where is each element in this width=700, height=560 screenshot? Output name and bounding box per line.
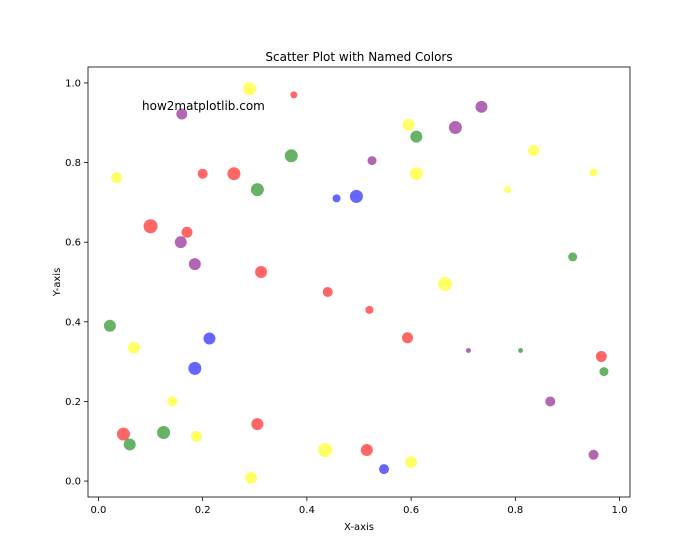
scatter-point-blue — [379, 464, 390, 475]
y-tick-label: 0.4 — [65, 317, 81, 328]
scatter-point-blue — [332, 194, 341, 203]
scatter-point-yellow — [167, 396, 178, 407]
scatter-point-purple — [174, 236, 187, 249]
scatter-point-purple — [448, 121, 462, 135]
x-tick-label: 0.6 — [403, 505, 419, 516]
watermark-annotation: how2matplotlib.com — [142, 99, 265, 113]
scatter-point-red — [360, 444, 373, 457]
scatter-point-green — [518, 347, 524, 353]
scatter-point-red — [401, 332, 413, 344]
scatter-point-purple — [188, 258, 201, 271]
y-tick-label: 1.0 — [65, 78, 81, 89]
scatter-point-green — [410, 130, 423, 143]
scatter-point-red — [181, 226, 193, 238]
scatter-point-yellow — [318, 443, 333, 458]
scatter-point-yellow — [190, 430, 202, 442]
y-tick-label: 0.0 — [65, 477, 81, 488]
y-tick-label: 0.6 — [65, 238, 81, 249]
scatter-point-red — [322, 286, 333, 297]
scatter-point-green — [103, 319, 116, 332]
y-axis-ticks: 0.0 0.2 0.4 0.6 0.8 1.0 — [65, 78, 88, 488]
axes-frame — [87, 66, 631, 498]
scatter-point-purple — [588, 449, 599, 460]
x-tick-label: 0.8 — [507, 505, 523, 516]
y-tick-label: 0.8 — [65, 158, 81, 169]
x-axis-ticks: 0.0 0.2 0.4 0.6 0.8 1.0 — [90, 497, 628, 516]
scatter-point-yellow — [111, 172, 123, 184]
scatter-point-red — [143, 219, 158, 234]
x-tick-label: 0.2 — [195, 505, 211, 516]
x-axis-label: X-axis — [344, 522, 374, 533]
scatter-point-green — [250, 183, 264, 197]
x-tick-label: 0.4 — [299, 505, 315, 516]
scatter-point-yellow — [504, 186, 512, 194]
scatter-point-yellow — [243, 82, 257, 96]
scatter-point-red — [197, 168, 208, 179]
scatter-point-yellow — [405, 455, 418, 468]
y-axis-label: Y-axis — [52, 268, 63, 298]
scatter-point-purple — [176, 108, 188, 120]
scatter-point-red — [255, 266, 268, 279]
scatter-point-blue — [349, 189, 363, 203]
scatter-point-yellow — [528, 145, 540, 157]
scatter-point-yellow — [402, 118, 415, 131]
scatter-point-green — [157, 426, 171, 439]
scatter-point-purple — [367, 156, 377, 166]
scatter-point-purple — [545, 396, 556, 407]
x-tick-label: 0.0 — [90, 505, 106, 516]
scatter-point-yellow — [127, 341, 140, 354]
scatter-point-red — [595, 350, 607, 362]
scatter-point-red — [227, 167, 241, 181]
scatter-point-green — [568, 252, 578, 262]
scatter-point-red — [116, 427, 130, 441]
scatter-point-purple — [465, 347, 471, 353]
x-tick-label: 1.0 — [612, 505, 628, 516]
scatter-point-green — [599, 367, 609, 377]
scatter-point-red — [290, 91, 298, 99]
points-layer — [103, 82, 609, 484]
chart-title: Scatter Plot with Named Colors — [265, 50, 452, 64]
scatter-point-red — [251, 418, 264, 431]
scatter-point-yellow — [589, 168, 598, 177]
scatter-point-yellow — [437, 276, 452, 291]
scatter-point-yellow — [409, 167, 423, 181]
scatter-point-red — [365, 305, 374, 314]
plot-area — [87, 66, 631, 498]
y-tick-label: 0.2 — [65, 397, 81, 408]
scatter-point-yellow — [245, 471, 258, 484]
scatter-point-blue — [203, 332, 216, 345]
scatter-point-green — [123, 438, 136, 451]
scatter-point-blue — [188, 361, 202, 375]
scatter-point-purple — [475, 100, 488, 113]
scatter-point-green — [284, 149, 298, 163]
